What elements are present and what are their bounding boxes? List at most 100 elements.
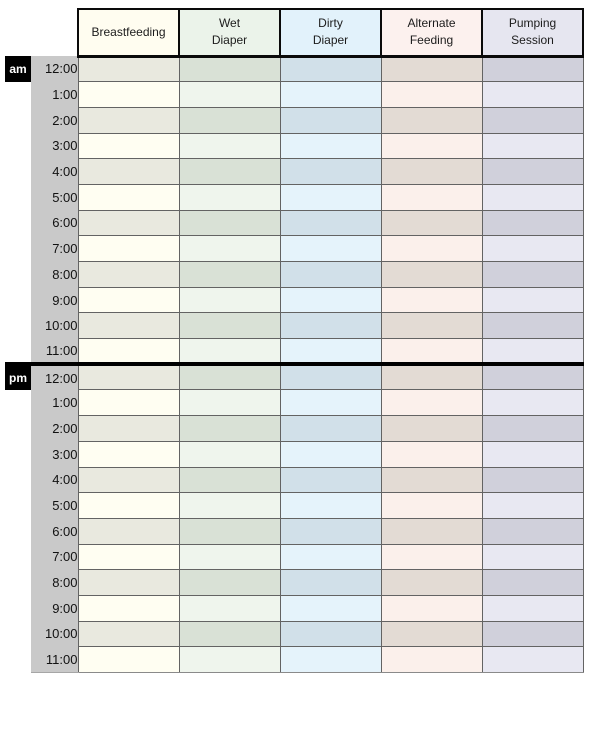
entry-cell[interactable] [77, 132, 180, 160]
entry-cell[interactable] [77, 183, 180, 211]
entry-cell[interactable] [481, 440, 584, 468]
entry-cell[interactable] [481, 183, 584, 211]
entry-cell[interactable] [380, 55, 483, 83]
entry-cell[interactable] [481, 517, 584, 545]
entry-cell[interactable] [279, 620, 382, 648]
entry-cell[interactable] [481, 543, 584, 571]
entry-cell[interactable] [77, 338, 180, 365]
entry-cell[interactable] [77, 440, 180, 468]
entry-cell[interactable] [178, 594, 281, 622]
entry-cell[interactable] [279, 415, 382, 442]
entry-cell[interactable] [380, 158, 483, 185]
entry-cell[interactable] [481, 569, 584, 596]
entry-cell[interactable] [380, 594, 483, 622]
entry-cell[interactable] [77, 286, 180, 314]
entry-cell[interactable] [481, 338, 584, 365]
entry-cell[interactable] [380, 440, 483, 468]
entry-cell[interactable] [279, 338, 382, 365]
entry-cell[interactable] [279, 492, 382, 519]
entry-cell[interactable] [380, 81, 483, 108]
entry-cell[interactable] [481, 389, 584, 417]
entry-cell[interactable] [178, 569, 281, 596]
entry-cell[interactable] [279, 286, 382, 314]
entry-cell[interactable] [178, 158, 281, 185]
entry-cell[interactable] [481, 415, 584, 442]
entry-cell[interactable] [178, 261, 281, 288]
entry-cell[interactable] [380, 569, 483, 596]
entry-cell[interactable] [77, 55, 180, 83]
entry-cell[interactable] [77, 466, 180, 494]
entry-cell[interactable] [77, 362, 180, 391]
entry-cell[interactable] [77, 415, 180, 442]
entry-cell[interactable] [279, 209, 382, 237]
entry-cell[interactable] [380, 646, 483, 673]
entry-cell[interactable] [380, 183, 483, 211]
entry-cell[interactable] [279, 261, 382, 288]
entry-cell[interactable] [279, 517, 382, 545]
entry-cell[interactable] [380, 362, 483, 391]
entry-cell[interactable] [481, 209, 584, 237]
entry-cell[interactable] [380, 106, 483, 134]
entry-cell[interactable] [178, 286, 281, 314]
entry-cell[interactable] [279, 235, 382, 262]
entry-cell[interactable] [279, 646, 382, 673]
entry-cell[interactable] [77, 312, 180, 340]
entry-cell[interactable] [178, 517, 281, 545]
entry-cell[interactable] [380, 209, 483, 237]
entry-cell[interactable] [380, 389, 483, 417]
entry-cell[interactable] [380, 620, 483, 648]
entry-cell[interactable] [77, 235, 180, 262]
entry-cell[interactable] [77, 158, 180, 185]
entry-cell[interactable] [77, 389, 180, 417]
entry-cell[interactable] [481, 362, 584, 391]
entry-cell[interactable] [380, 415, 483, 442]
entry-cell[interactable] [77, 106, 180, 134]
entry-cell[interactable] [178, 543, 281, 571]
entry-cell[interactable] [380, 338, 483, 365]
entry-cell[interactable] [178, 466, 281, 494]
entry-cell[interactable] [178, 440, 281, 468]
entry-cell[interactable] [380, 492, 483, 519]
entry-cell[interactable] [279, 389, 382, 417]
entry-cell[interactable] [481, 620, 584, 648]
entry-cell[interactable] [178, 106, 281, 134]
entry-cell[interactable] [380, 517, 483, 545]
entry-cell[interactable] [279, 81, 382, 108]
entry-cell[interactable] [279, 55, 382, 83]
entry-cell[interactable] [481, 646, 584, 673]
entry-cell[interactable] [178, 620, 281, 648]
entry-cell[interactable] [481, 158, 584, 185]
entry-cell[interactable] [178, 55, 281, 83]
entry-cell[interactable] [178, 338, 281, 365]
entry-cell[interactable] [279, 132, 382, 160]
entry-cell[interactable] [77, 543, 180, 571]
entry-cell[interactable] [481, 312, 584, 340]
entry-cell[interactable] [178, 646, 281, 673]
entry-cell[interactable] [178, 362, 281, 391]
entry-cell[interactable] [279, 312, 382, 340]
entry-cell[interactable] [380, 286, 483, 314]
entry-cell[interactable] [77, 620, 180, 648]
entry-cell[interactable] [178, 415, 281, 442]
entry-cell[interactable] [380, 132, 483, 160]
entry-cell[interactable] [279, 543, 382, 571]
entry-cell[interactable] [77, 569, 180, 596]
entry-cell[interactable] [77, 209, 180, 237]
entry-cell[interactable] [77, 646, 180, 673]
entry-cell[interactable] [279, 106, 382, 134]
entry-cell[interactable] [178, 492, 281, 519]
entry-cell[interactable] [77, 492, 180, 519]
entry-cell[interactable] [380, 312, 483, 340]
entry-cell[interactable] [77, 261, 180, 288]
entry-cell[interactable] [481, 132, 584, 160]
entry-cell[interactable] [178, 209, 281, 237]
entry-cell[interactable] [481, 81, 584, 108]
entry-cell[interactable] [77, 81, 180, 108]
entry-cell[interactable] [279, 362, 382, 391]
entry-cell[interactable] [481, 594, 584, 622]
entry-cell[interactable] [481, 106, 584, 134]
entry-cell[interactable] [279, 569, 382, 596]
entry-cell[interactable] [178, 81, 281, 108]
entry-cell[interactable] [380, 466, 483, 494]
entry-cell[interactable] [481, 235, 584, 262]
